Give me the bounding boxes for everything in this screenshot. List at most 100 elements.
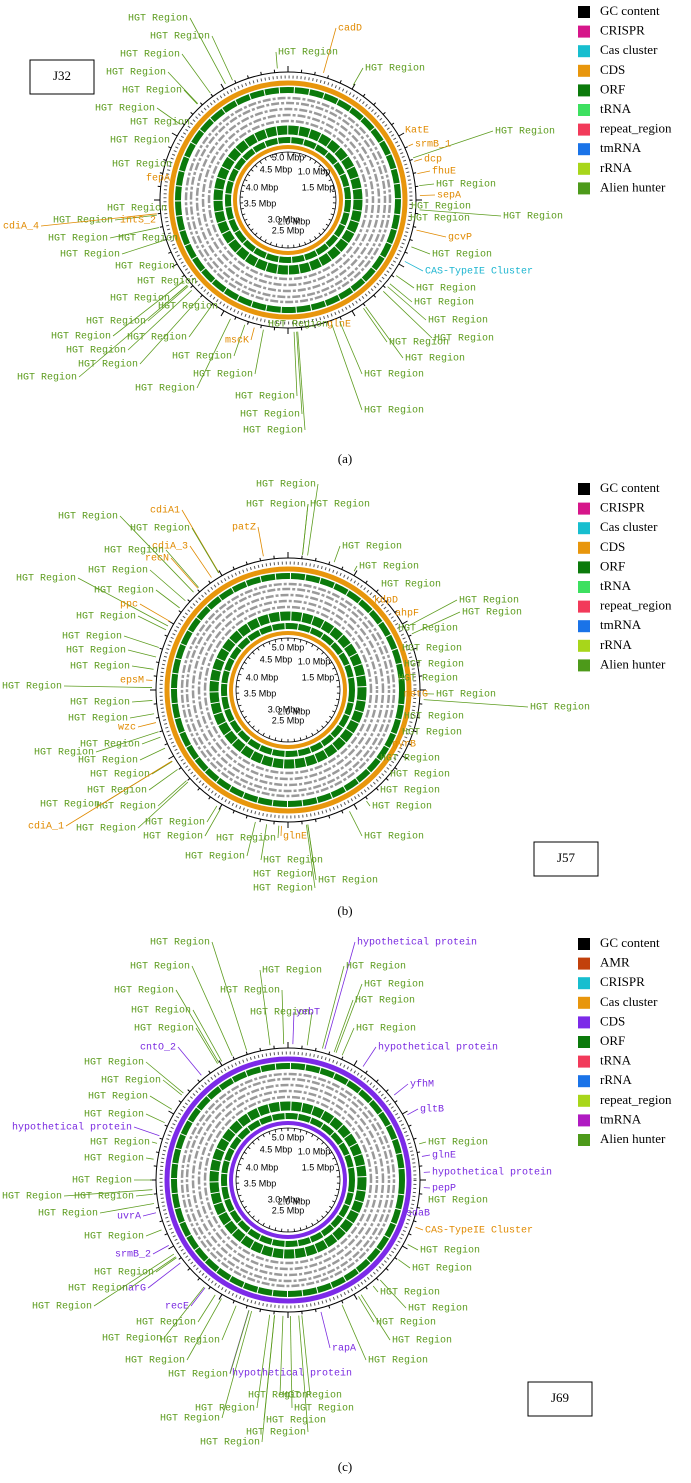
feature-label: HGT Region xyxy=(118,233,178,245)
feature-label: HGT Region xyxy=(102,1333,162,1345)
ring-tick xyxy=(408,743,412,746)
leader-line xyxy=(387,286,427,321)
scale-tick xyxy=(250,169,254,172)
ring-tick xyxy=(382,285,386,289)
leader-line xyxy=(419,194,436,196)
ring-tick xyxy=(155,1206,159,1209)
legend-swatch xyxy=(578,1094,590,1107)
leader-line xyxy=(417,170,431,174)
scale-tick xyxy=(305,1131,308,1135)
feature-label: HGT Region xyxy=(90,769,150,781)
scale-tick xyxy=(257,729,260,733)
ring-tick xyxy=(362,93,366,97)
ring-tick xyxy=(341,1300,344,1304)
scale-tick xyxy=(240,710,244,713)
feature-label: rapA xyxy=(332,1344,356,1355)
ring-tick xyxy=(159,172,163,174)
scale-tick xyxy=(305,641,308,645)
scale-tick xyxy=(305,1225,308,1229)
ring-tick xyxy=(164,1124,168,1127)
scale-tick xyxy=(332,208,336,210)
feature-label: HGT Region xyxy=(346,961,406,973)
ring-tick xyxy=(408,1124,412,1127)
ring-tick xyxy=(164,1233,168,1236)
leader-line xyxy=(162,1079,183,1096)
leader-line xyxy=(189,545,212,578)
feature-label: HGT Region xyxy=(402,643,462,655)
sample-label: J57 xyxy=(557,850,576,865)
legend-label: ORF xyxy=(600,1033,625,1048)
ring-tick xyxy=(197,1277,201,1281)
feature-label: HGT Region xyxy=(368,1355,428,1367)
leader-line xyxy=(139,603,171,623)
scale-tick xyxy=(250,228,254,231)
ring-tick xyxy=(328,561,331,565)
ring-tick xyxy=(402,1245,408,1250)
feature-label: HGT Region xyxy=(243,425,303,437)
feature-label: sepA xyxy=(437,191,461,202)
ring-tick xyxy=(341,566,344,570)
scale-tick xyxy=(328,179,332,182)
leader-line xyxy=(379,1279,407,1309)
ring-tick xyxy=(408,634,412,637)
ring-tick xyxy=(168,1245,174,1250)
ring-tick xyxy=(385,599,389,603)
legend-swatch xyxy=(578,659,590,672)
legend-swatch xyxy=(578,1114,590,1127)
feature-label: HGT Region xyxy=(104,545,164,557)
legend-label: Alien hunter xyxy=(600,179,666,194)
leader-line xyxy=(297,331,306,431)
feature-label: HGT Region xyxy=(356,1023,416,1035)
legend-swatch xyxy=(578,1075,590,1088)
feature-label: HGT Region xyxy=(94,585,154,597)
scale-tick xyxy=(330,213,334,216)
ring-tick xyxy=(247,75,249,79)
ring-tick xyxy=(159,1220,163,1223)
scale-tick xyxy=(274,1129,277,1133)
ring-tick xyxy=(339,80,342,84)
orf-ring xyxy=(209,611,367,769)
feature-ring xyxy=(191,593,385,787)
leader-line xyxy=(259,969,271,1046)
feature-label: HGT Region xyxy=(380,753,440,765)
feature-label: HGT Region xyxy=(364,979,424,991)
feature-label: metG xyxy=(404,690,428,701)
scale-tick xyxy=(269,155,272,159)
legend-label: Cas cluster xyxy=(600,519,658,534)
leader-line xyxy=(152,1245,169,1255)
scale-label: 3.5 Mbp xyxy=(244,688,277,698)
scale-label: 3.5 Mbp xyxy=(244,1178,277,1188)
scale-tick xyxy=(336,1169,340,1172)
backbone-ring xyxy=(159,71,417,329)
feature-label: CAS-TypeIE Cluster xyxy=(425,1225,533,1237)
legend-swatch xyxy=(578,938,590,950)
feature-label: HGT Region xyxy=(38,1208,98,1220)
sample-box xyxy=(29,59,95,95)
scale-label: 3.5 Mbp xyxy=(244,198,277,208)
legend-swatch xyxy=(578,84,590,97)
scale-tick xyxy=(240,1200,244,1203)
scale-tick xyxy=(252,1141,255,1145)
leader-line xyxy=(360,1294,391,1341)
scale-tick xyxy=(240,208,244,210)
scale-tick xyxy=(242,213,246,216)
ring-tick xyxy=(218,1060,223,1066)
scale-tick xyxy=(252,725,255,729)
ring-tick xyxy=(234,316,237,320)
scale-tick xyxy=(244,218,248,221)
scale-label: 4.0 Mbp xyxy=(246,1162,279,1172)
feature-label: recE xyxy=(165,1302,189,1313)
scale-tick xyxy=(311,1222,314,1226)
legend-swatch xyxy=(578,581,590,593)
feature-label: HGT Region xyxy=(88,1091,148,1103)
scale-label: 1.5 Mbp xyxy=(302,182,335,192)
orf-ring xyxy=(175,87,401,313)
legend-label: Alien hunter xyxy=(600,656,666,671)
legend-label: tRNA xyxy=(600,578,632,593)
leader-line xyxy=(365,306,404,359)
ring-tick xyxy=(234,80,237,84)
ring-tick xyxy=(394,1100,398,1103)
scale-tick xyxy=(257,1137,260,1141)
leader-line xyxy=(195,1027,218,1064)
